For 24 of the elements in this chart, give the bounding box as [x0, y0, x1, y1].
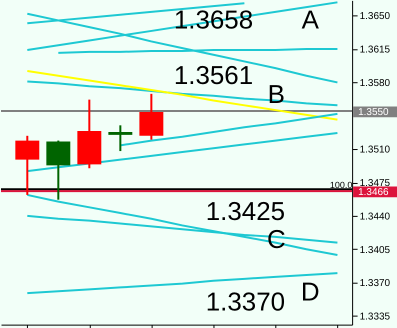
y-tick-label: 1.3580 — [360, 78, 391, 89]
y-tick-label: 1.3615 — [360, 44, 391, 56]
y-tick-label: 1.3405 — [360, 244, 391, 256]
annotation: 1.3561 — [174, 62, 254, 90]
annotation: A — [302, 6, 320, 34]
y-tick-label: 1.3370 — [360, 278, 391, 290]
line-series — [26, 194, 338, 256]
line-series — [119, 112, 338, 146]
ref-line-label: 1.3466 — [358, 187, 390, 198]
line-series — [26, 132, 338, 172]
y-tick-label: 1.3510 — [360, 144, 391, 156]
annotation: 1.3425 — [206, 198, 286, 226]
candlestick — [15, 134, 40, 196]
ref-line-label: 1.3550 — [358, 107, 390, 118]
candlestick — [108, 124, 132, 152]
candlestick — [139, 92, 164, 141]
y-tick-label: 1.3650 — [360, 11, 391, 22]
candlestick — [46, 140, 70, 201]
annotation: 100.0 — [330, 180, 352, 190]
y-tick-label: 1.3335 — [360, 312, 391, 323]
y-tick-label: 1.3475 — [360, 178, 391, 190]
annotation: D — [300, 278, 320, 307]
annotation: 1.3370 — [206, 288, 286, 317]
y-tick-label: 1.3440 — [360, 211, 391, 222]
